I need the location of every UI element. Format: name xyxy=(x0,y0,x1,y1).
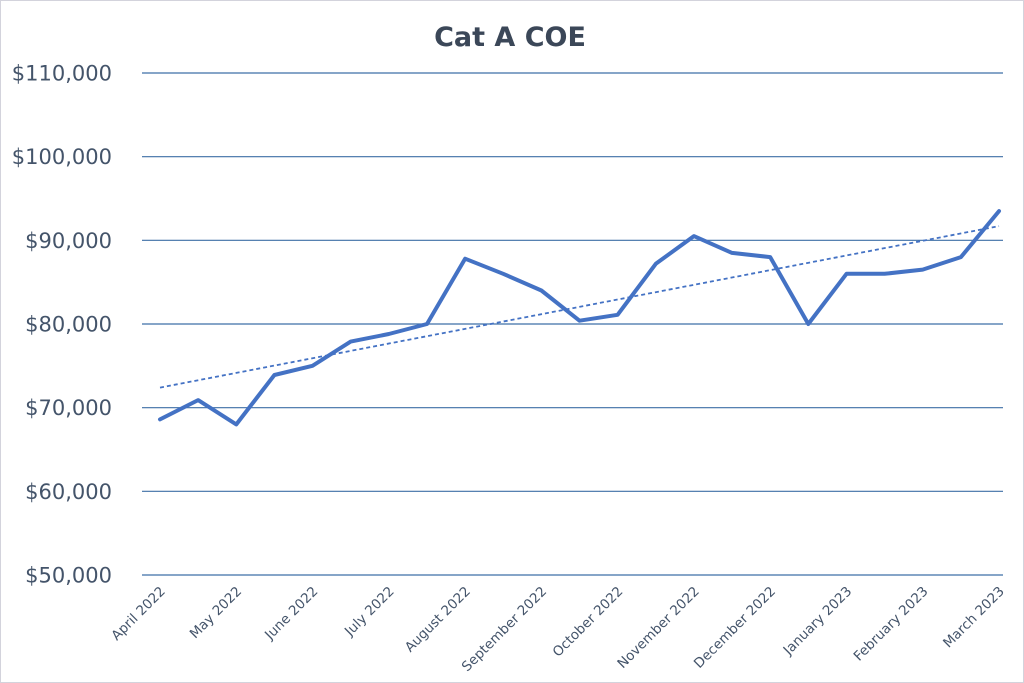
x-tick-label: November 2022 xyxy=(614,584,702,672)
series-layer xyxy=(158,209,1001,427)
x-tick-label: May 2022 xyxy=(187,584,245,642)
x-tick-label: April 2022 xyxy=(108,584,168,644)
series-line-cat-a-coe xyxy=(158,209,1001,427)
trendline-layer xyxy=(159,225,1000,389)
y-tick-label: $80,000 xyxy=(25,313,112,337)
chart-title: Cat A COE xyxy=(434,22,586,53)
x-tick-label: October 2022 xyxy=(550,584,627,661)
y-tick-label: $110,000 xyxy=(12,62,112,86)
y-tick-label: $50,000 xyxy=(25,564,112,588)
x-tick-label: August 2022 xyxy=(402,584,474,656)
x-tick-label: September 2022 xyxy=(459,584,550,675)
y-tick-label: $60,000 xyxy=(25,480,112,504)
y-tick-label: $70,000 xyxy=(25,396,112,420)
gridlines xyxy=(142,72,1003,576)
linear-trendline xyxy=(159,225,1000,389)
x-tick-label: March 2023 xyxy=(940,584,1008,652)
x-tick-label: July 2022 xyxy=(341,584,398,641)
y-axis-tick-labels: $50,000 $60,000 $70,000 $80,000 $90,000 $100,… xyxy=(12,62,112,588)
x-axis-tick-labels: April 2022 May 2022 June 2022 July 2022 Augu… xyxy=(108,584,1007,675)
x-tick-label: December 2022 xyxy=(691,584,779,672)
x-tick-label: June 2022 xyxy=(261,584,321,644)
y-tick-label: $90,000 xyxy=(25,229,112,253)
x-tick-label: February 2023 xyxy=(851,584,932,665)
y-tick-label: $100,000 xyxy=(12,145,112,169)
x-tick-label: January 2023 xyxy=(780,584,856,660)
